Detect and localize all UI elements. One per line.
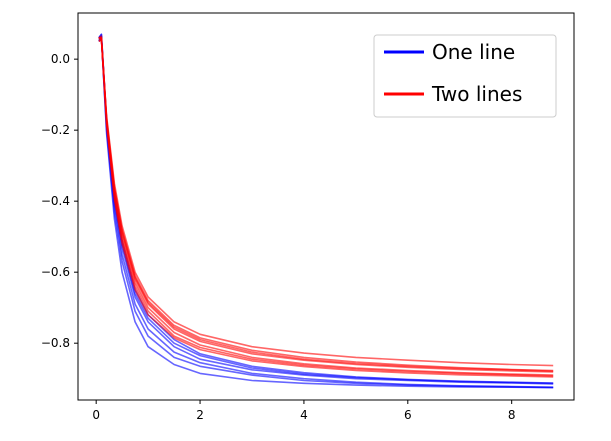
x-tick-label: 4: [300, 408, 308, 422]
axis-ticks: 0 2 4 6 8 0.0 −0.2 −0.4 −0.6 −0.8: [41, 52, 516, 422]
y-tick-label: −0.8: [41, 336, 70, 350]
x-tick-label: 0: [92, 408, 100, 422]
legend-box: [373, 34, 557, 118]
y-tick-label: 0.0: [51, 52, 70, 66]
plot-frame: [77, 12, 575, 401]
x-tick-label: 8: [508, 408, 516, 422]
y-tick-label: −0.4: [41, 194, 70, 208]
series-line-11: [98, 38, 554, 372]
y-tick-label: −0.2: [41, 123, 70, 137]
legend-label-two: Two lines: [431, 82, 522, 106]
series-group: [98, 33, 554, 389]
legend-label-one: One line: [432, 40, 515, 64]
x-tick-label: 2: [196, 408, 204, 422]
y-tick-label: −0.6: [41, 265, 70, 279]
series-line-12: [98, 37, 554, 378]
legend: One line Two lines: [373, 34, 557, 118]
x-tick-label: 6: [404, 408, 412, 422]
series-line-4: [98, 35, 554, 389]
